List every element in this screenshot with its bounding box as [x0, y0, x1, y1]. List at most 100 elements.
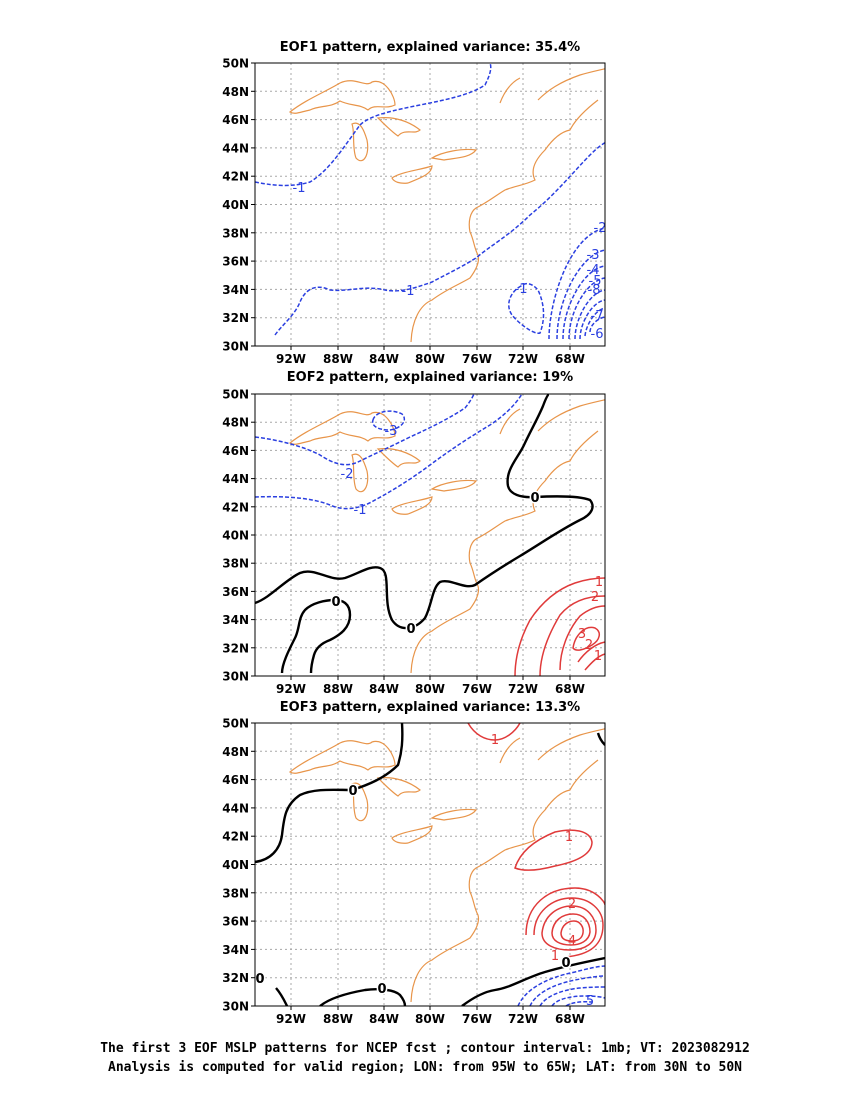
axis-labels: 50N 48N 46N 44N 42N 40N 38N 36N 34N 32N 30N 92W 88W 8… — [222, 57, 585, 1027]
y-tick-label: 46N — [222, 773, 249, 787]
contour-label: 5 — [586, 994, 594, 1009]
x-tick-label: 68W — [555, 352, 585, 366]
x-tick-label: 88W — [323, 682, 353, 696]
x-tick-label: 88W — [323, 1012, 353, 1026]
y-tick-label: 32N — [222, 311, 249, 325]
x-tick-label: 92W — [276, 352, 306, 366]
y-tick-label: 40N — [222, 198, 249, 212]
eof2-grid — [255, 394, 605, 676]
y-tick-label: 46N — [222, 444, 249, 458]
eof2-panel: EOF2 pattern, explained variance: 19% — [254, 370, 606, 677]
eof2-contours-positive — [514, 577, 605, 676]
y-tick-label: 30N — [222, 670, 249, 684]
y-tick-label: 32N — [222, 641, 249, 655]
y-tick-label: 44N — [222, 801, 249, 815]
contour-label: 0 — [255, 972, 264, 987]
x-tick-label: 92W — [276, 682, 306, 696]
y-tick-label: 48N — [222, 85, 249, 99]
y-tick-label: 48N — [222, 745, 249, 759]
contour-label: -7 — [591, 309, 604, 324]
contour-label: -3 — [587, 248, 600, 263]
x-tick-label: 72W — [508, 682, 538, 696]
x-tick-label: 72W — [508, 1012, 538, 1026]
x-tick-label: 76W — [462, 682, 492, 696]
y-tick-label: 46N — [222, 113, 249, 127]
x-tick-label: 88W — [323, 352, 353, 366]
contour-label: -2 — [594, 221, 607, 236]
eof3-coastline — [288, 728, 605, 1003]
footer-line-1: The first 3 EOF MSLP patterns for NCEP f… — [100, 1041, 750, 1056]
y-tick-label: 38N — [222, 886, 249, 900]
y-tick-label: 34N — [222, 283, 249, 297]
contour-label: 2 — [568, 897, 576, 912]
contour-label: 0 — [331, 595, 340, 610]
contour-label: 1 — [551, 949, 559, 964]
y-tick-label: 44N — [222, 141, 249, 155]
eof1-title: EOF1 pattern, explained variance: 35.4% — [280, 40, 580, 55]
y-tick-label: 36N — [222, 585, 249, 599]
x-tick-label: 76W — [462, 352, 492, 366]
x-tick-label: 84W — [369, 682, 399, 696]
eof-maps: EOF1 pattern, explained variance: 35.4% — [222, 40, 607, 1027]
contour-label: 1 — [594, 649, 602, 664]
eof2-coastline — [288, 399, 605, 674]
footer-line-2: Analysis is computed for valid region; L… — [108, 1060, 742, 1075]
y-tick-label: 50N — [222, 388, 249, 402]
contour-label: 3 — [578, 627, 586, 642]
x-tick-label: 68W — [555, 682, 585, 696]
eof2-contours-negative — [255, 394, 523, 510]
contour-label: 1 — [595, 575, 603, 590]
contour-label: -2 — [341, 467, 354, 482]
eof3-contours-zero — [255, 723, 605, 1006]
contour-label: -6 — [591, 327, 604, 342]
contour-label: -1 — [354, 503, 367, 518]
contour-label: -1 — [402, 284, 415, 299]
y-tick-label: 50N — [222, 717, 249, 731]
eof3-panel: EOF3 pattern, explained variance: 13.3% — [254, 700, 606, 1009]
y-tick-label: 42N — [222, 500, 249, 514]
y-tick-label: 30N — [222, 340, 249, 354]
x-tick-label: 68W — [555, 1012, 585, 1026]
contour-label: -8 — [588, 283, 601, 298]
x-tick-label: 72W — [508, 352, 538, 366]
eof3-contour-labels: 1 0 0 0 1 2 4 1 0 5 — [255, 733, 594, 1009]
x-tick-label: 84W — [369, 352, 399, 366]
eof1-coastline — [288, 68, 605, 343]
contour-label: 0 — [377, 982, 386, 997]
contour-label: 0 — [348, 784, 357, 799]
y-tick-label: 42N — [222, 830, 249, 844]
y-tick-label: 38N — [222, 226, 249, 240]
y-tick-label: 44N — [222, 472, 249, 486]
y-tick-label: 50N — [222, 57, 249, 71]
contour-label: -1 — [515, 282, 528, 297]
contour-label: 0 — [406, 622, 415, 637]
y-tick-label: 40N — [222, 529, 249, 543]
eof3-contours-negative — [517, 965, 605, 1006]
eof2-title: EOF2 pattern, explained variance: 19% — [287, 370, 573, 385]
contour-label: -5 — [589, 274, 602, 289]
contour-label: 2 — [591, 590, 599, 605]
contour-label: 1 — [491, 733, 499, 748]
contour-label: 1 — [565, 830, 573, 845]
eof1-contour-labels: -1 -1 -1 -2 -3 -4 -5 -6 -7 -8 — [293, 181, 607, 342]
y-tick-label: 34N — [222, 943, 249, 957]
eof1-contours-negative — [255, 63, 605, 340]
contour-label: -1 — [293, 181, 306, 196]
eof1-grid — [255, 63, 605, 346]
y-tick-label: 48N — [222, 416, 249, 430]
x-tick-label: 80W — [415, 352, 445, 366]
y-tick-label: 40N — [222, 858, 249, 872]
y-tick-label: 32N — [222, 971, 249, 985]
eof1-panel: EOF1 pattern, explained variance: 35.4% — [254, 40, 607, 347]
y-tick-label: 36N — [222, 915, 249, 929]
eof2-contour-labels: -3 -2 -1 0 0 0 1 2 3 2 1 — [330, 424, 603, 664]
y-tick-label: 42N — [222, 170, 249, 184]
y-tick-label: 30N — [222, 1000, 249, 1014]
x-tick-label: 80W — [415, 682, 445, 696]
x-tick-label: 80W — [415, 1012, 445, 1026]
eof3-contours-positive — [467, 723, 605, 958]
eof2-contours-zero — [255, 394, 594, 674]
contour-label: 0 — [530, 491, 539, 506]
y-tick-label: 34N — [222, 613, 249, 627]
eof3-title: EOF3 pattern, explained variance: 13.3% — [280, 700, 580, 715]
